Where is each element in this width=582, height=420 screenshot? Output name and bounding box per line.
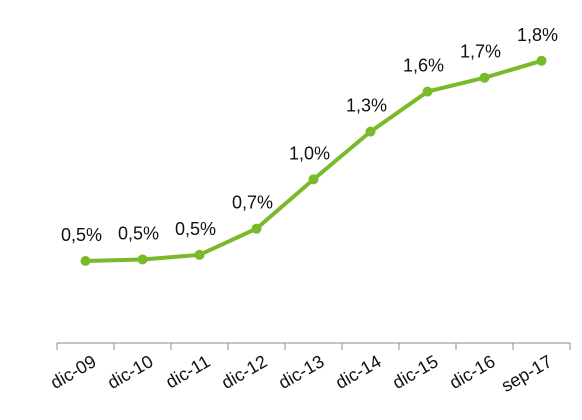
x-tick-label: dic-10 [104,351,156,393]
data-label: 0,5% [175,219,216,239]
x-tick-label: dic-13 [275,351,327,393]
data-label: 1,7% [460,42,501,62]
x-tick-label: sep-17 [498,351,556,396]
data-label: 1,8% [517,25,558,45]
x-tick-label: dic-12 [218,351,270,393]
point [80,256,91,266]
point [365,126,376,137]
point [479,72,490,83]
x-tick-label: dic-11 [162,351,213,392]
data-label: 1,6% [403,56,444,76]
point [422,86,433,97]
x-tick-label: dic-16 [446,351,498,393]
point [308,174,319,185]
point [137,254,148,265]
data-label: 0,5% [118,223,159,243]
point [194,249,205,260]
data-label: 1,0% [289,143,330,163]
point [251,223,262,234]
point [536,55,547,66]
data-label: 1,3% [346,96,387,116]
data-label: 0,5% [61,225,102,245]
x-tick-label: dic-09 [47,351,99,393]
data-label: 0,7% [232,193,273,213]
x-tick-label: dic-14 [332,351,384,393]
x-tick-label: dic-15 [389,351,441,393]
